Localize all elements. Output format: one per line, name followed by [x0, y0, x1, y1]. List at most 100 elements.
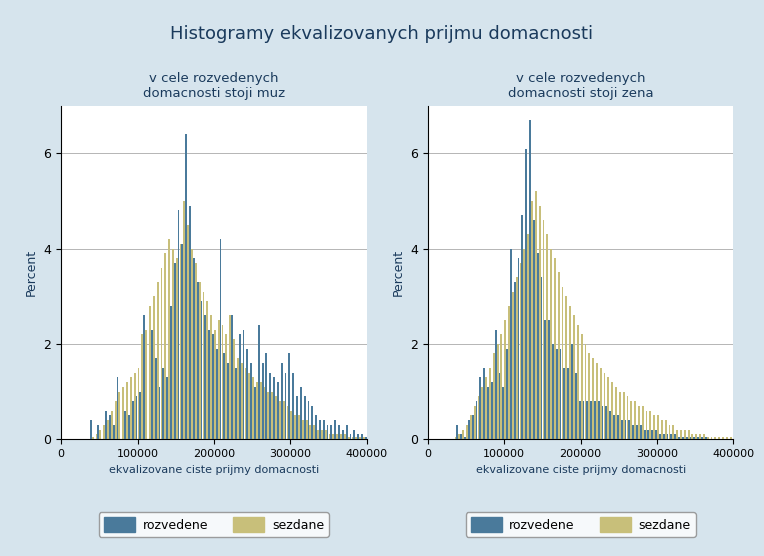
Bar [354, 430, 355, 439]
Bar [342, 430, 344, 439]
Bar [256, 382, 258, 439]
Bar [174, 263, 176, 439]
Bar [684, 430, 686, 439]
Bar [676, 430, 678, 439]
Bar [533, 220, 535, 439]
Bar [163, 368, 164, 439]
Bar [355, 437, 358, 439]
Bar [300, 387, 302, 439]
Bar [296, 396, 298, 439]
Bar [325, 430, 327, 439]
Bar [495, 330, 497, 439]
Bar [317, 430, 319, 439]
Bar [202, 291, 205, 439]
Bar [594, 401, 596, 439]
Bar [497, 344, 499, 439]
Bar [346, 425, 348, 439]
Bar [286, 406, 289, 439]
Bar [233, 339, 235, 439]
Y-axis label: Percent: Percent [392, 249, 405, 296]
Bar [214, 330, 216, 439]
Bar [698, 437, 699, 439]
Bar [577, 325, 579, 439]
Bar [610, 411, 611, 439]
Bar [316, 415, 317, 439]
Bar [222, 325, 224, 439]
Bar [141, 334, 144, 439]
Bar [680, 430, 682, 439]
Bar [176, 258, 177, 439]
Bar [504, 320, 507, 439]
Bar [485, 378, 487, 439]
Bar [571, 344, 573, 439]
Bar [646, 411, 648, 439]
Bar [556, 349, 558, 439]
Bar [508, 306, 510, 439]
Bar [705, 437, 707, 439]
Bar [128, 415, 130, 439]
Bar [653, 415, 656, 439]
Bar [144, 315, 145, 439]
Bar [667, 434, 668, 439]
Bar [491, 382, 493, 439]
Bar [678, 437, 680, 439]
Bar [132, 401, 134, 439]
Bar [159, 387, 160, 439]
Bar [195, 263, 197, 439]
Bar [726, 437, 728, 439]
Bar [344, 434, 346, 439]
Bar [105, 411, 107, 439]
Bar [544, 320, 546, 439]
Bar [604, 373, 606, 439]
Bar [663, 434, 665, 439]
Bar [358, 434, 359, 439]
Bar [186, 134, 187, 439]
Bar [289, 354, 290, 439]
Bar [205, 315, 206, 439]
Bar [293, 373, 294, 439]
Bar [189, 206, 191, 439]
Bar [718, 437, 720, 439]
Bar [607, 378, 610, 439]
Bar [266, 354, 267, 439]
Bar [620, 420, 623, 439]
Bar [531, 201, 533, 439]
Bar [558, 272, 560, 439]
Bar [711, 437, 713, 439]
Bar [235, 368, 237, 439]
Bar [668, 425, 671, 439]
X-axis label: ekvalizovane ciste prijmy domacnosti: ekvalizovane ciste prijmy domacnosti [475, 464, 686, 474]
Bar [117, 378, 118, 439]
Bar [656, 430, 657, 439]
Bar [457, 425, 458, 439]
Bar [225, 334, 228, 439]
Bar [575, 373, 577, 439]
Bar [115, 401, 117, 439]
Bar [183, 201, 186, 439]
Bar [218, 320, 220, 439]
Bar [338, 425, 340, 439]
Bar [707, 437, 709, 439]
Bar [591, 401, 592, 439]
Bar [130, 378, 132, 439]
Bar [462, 430, 465, 439]
Bar [359, 437, 361, 439]
Bar [103, 425, 105, 439]
Bar [294, 415, 296, 439]
Bar [661, 420, 663, 439]
Bar [542, 220, 545, 439]
Bar [231, 315, 233, 439]
Bar [481, 387, 484, 439]
Bar [264, 387, 266, 439]
Bar [584, 344, 587, 439]
Text: Histogramy ekvalizovanych prijmu domacnosti: Histogramy ekvalizovanych prijmu domacno… [170, 25, 594, 43]
Bar [690, 437, 691, 439]
Bar [722, 437, 724, 439]
Bar [327, 425, 329, 439]
Bar [560, 349, 562, 439]
Bar [274, 378, 275, 439]
Bar [210, 315, 212, 439]
Bar [617, 415, 619, 439]
Bar [193, 258, 195, 439]
Bar [157, 282, 159, 439]
